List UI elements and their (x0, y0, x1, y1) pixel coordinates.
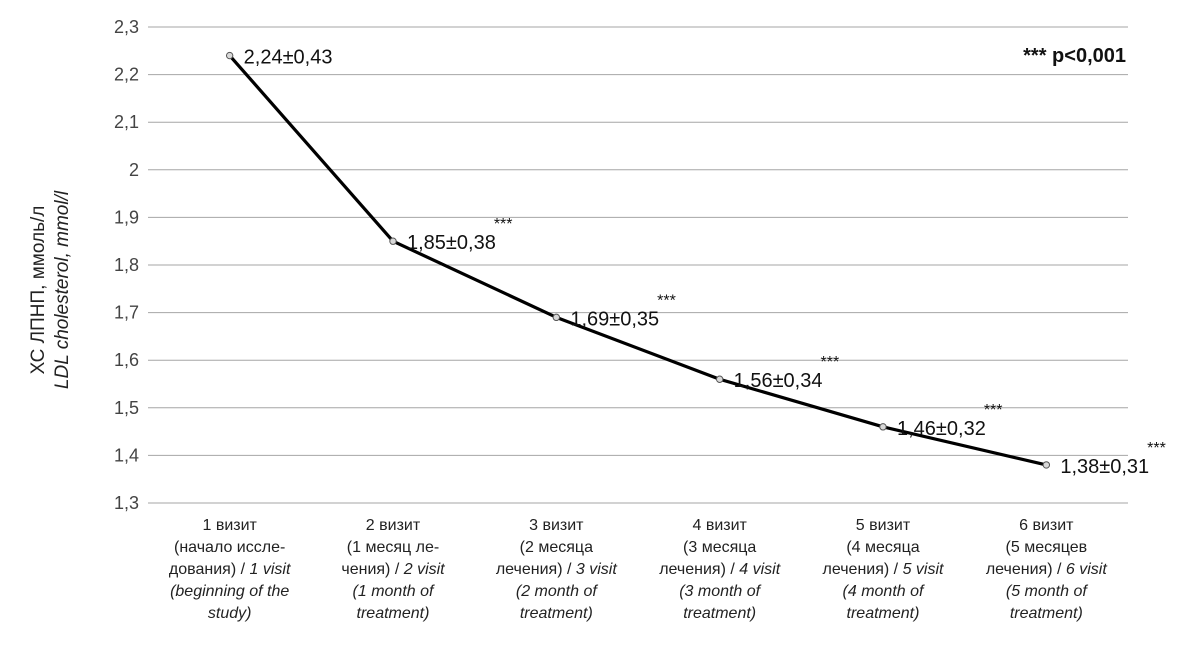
data-label: 1,38±0,31 (1060, 456, 1149, 478)
y-axis-ticks: 1,3 1,4 1,5 1,6 1,7 1,8 1,9 2 2,1 2,2 2,3 (114, 17, 139, 513)
series-line-group (225, 51, 1051, 469)
y-tick-label: 1,9 (114, 207, 139, 227)
y-tick-label: 1,8 (114, 255, 139, 275)
data-point (225, 51, 234, 60)
x-category-label-line: 4 визит (692, 517, 747, 534)
y-tick-label: 2,1 (114, 112, 139, 132)
x-category-label: 6 визит (5 месяцев лечения) / 6 visit (5 mo… (986, 517, 1108, 622)
data-label: 2,24±0,43 (244, 47, 333, 69)
y-tick-label: 1,3 (114, 493, 139, 513)
x-category-label-line: лечения) / 4 visit (659, 561, 781, 578)
x-category-label-line: (начало иссле- (174, 539, 285, 556)
category-text-en: 3 visit (576, 561, 617, 578)
significance-marker: *** (984, 402, 1003, 419)
significance-marker: *** (657, 292, 676, 309)
category-text-en: 2 visit (403, 561, 445, 578)
x-category-label: 2 визит (1 месяц ле-чения) / 2 visit (1 mo… (341, 517, 445, 622)
y-tick-label: 2,3 (114, 17, 139, 37)
significance-marker: *** (494, 216, 513, 233)
x-category-label-line: (3 month of (679, 583, 761, 600)
data-point (552, 313, 561, 322)
x-category-label-line: лечения) / 5 visit (823, 561, 945, 578)
x-category-label: 4 визит (3 месяца лечения) / 4 visit (3 mon… (659, 517, 781, 622)
category-text-ru: чения) / (341, 561, 403, 578)
data-point (879, 423, 887, 431)
x-category-label-line: чения) / 2 visit (341, 561, 445, 578)
x-category-label-line: treatment) (1010, 605, 1083, 622)
x-category-label-line: (1 month of (353, 583, 435, 600)
y-tick-label: 1,6 (114, 350, 139, 370)
data-point (1042, 461, 1051, 469)
x-category-label: 3 визит (2 месяца лечения) / 3 visit (2 mon… (496, 517, 618, 622)
x-category-label-line: (1 месяц ле- (347, 539, 439, 556)
category-text-ru: лечения) / (823, 561, 903, 578)
x-category-label-line: (beginning of the (170, 583, 289, 600)
x-category-label-line: (5 month of (1006, 583, 1088, 600)
data-label: 1,56±0,34 (734, 370, 823, 392)
data-label: 1,46±0,32 (897, 418, 986, 440)
x-category-label-line: 2 визит (366, 517, 421, 534)
data-labels: 2,24±0,431,85±0,38***1,69±0,35***1,56±0,… (244, 47, 1166, 478)
y-tick-label: 1,4 (114, 445, 139, 465)
x-category-label-line: 3 визит (529, 517, 584, 534)
x-category-label-line: (2 месяца (520, 539, 593, 556)
significance-marker: *** (1147, 440, 1166, 457)
category-text-en: 4 visit (739, 561, 780, 578)
x-category-label: 1 визит (начало иссле-дования) / 1 visit (… (169, 517, 291, 622)
x-category-label-line: (4 месяца (846, 539, 919, 556)
y-tick-label: 1,7 (114, 303, 139, 323)
y-tick-label: 2,2 (114, 65, 139, 85)
category-text-en: 1 visit (249, 561, 290, 578)
x-category-label-line: treatment) (357, 605, 430, 622)
x-category-label-line: study) (208, 605, 252, 622)
x-category-label-line: дования) / 1 visit (169, 561, 291, 578)
x-category-label-line: лечения) / 3 visit (496, 561, 618, 578)
x-category-label-line: treatment) (683, 605, 756, 622)
x-category-label: 5 визит (4 месяца лечения) / 5 visit (4 mon… (823, 517, 945, 622)
x-category-label-line: (2 month of (516, 583, 598, 600)
data-label: 1,69±0,35 (570, 308, 659, 330)
data-point (389, 237, 397, 245)
x-axis-category-labels: 1 визит (начало иссле-дования) / 1 visit (… (169, 517, 1107, 622)
data-label: 1,85±0,38 (407, 232, 496, 254)
x-category-label-line: 6 визит (1019, 517, 1074, 534)
x-category-label-line: 5 визит (856, 517, 911, 534)
x-category-label-line: (3 месяца (683, 539, 756, 556)
category-text-ru: дования) / (169, 561, 250, 578)
x-category-label-line: (4 month of (843, 583, 925, 600)
x-category-label-line: treatment) (847, 605, 920, 622)
y-axis-title-english: LDL cholesterol, mmol/l (52, 190, 73, 389)
x-category-label-line: 1 визит (202, 517, 257, 534)
gridlines (148, 26, 1128, 504)
category-text-en: 5 visit (903, 561, 944, 578)
category-text-en: 6 visit (1066, 561, 1107, 578)
y-tick-label: 2 (129, 160, 139, 180)
x-category-label-line: (5 месяцев (1006, 539, 1088, 556)
category-text-ru: лечения) / (496, 561, 576, 578)
category-text-ru: лечения) / (986, 561, 1066, 578)
y-axis-title: ХС ЛПНП, ммоль/л (28, 206, 49, 375)
significance-marker: *** (820, 354, 839, 371)
x-category-label-line: лечения) / 6 visit (986, 561, 1108, 578)
series-line (228, 54, 1047, 467)
category-text-ru: лечения) / (659, 561, 739, 578)
y-tick-label: 1,5 (114, 398, 139, 418)
x-category-label-line: treatment) (520, 605, 593, 622)
data-point (715, 375, 724, 383)
significance-annotation: *** p<0,001 (1023, 45, 1126, 67)
